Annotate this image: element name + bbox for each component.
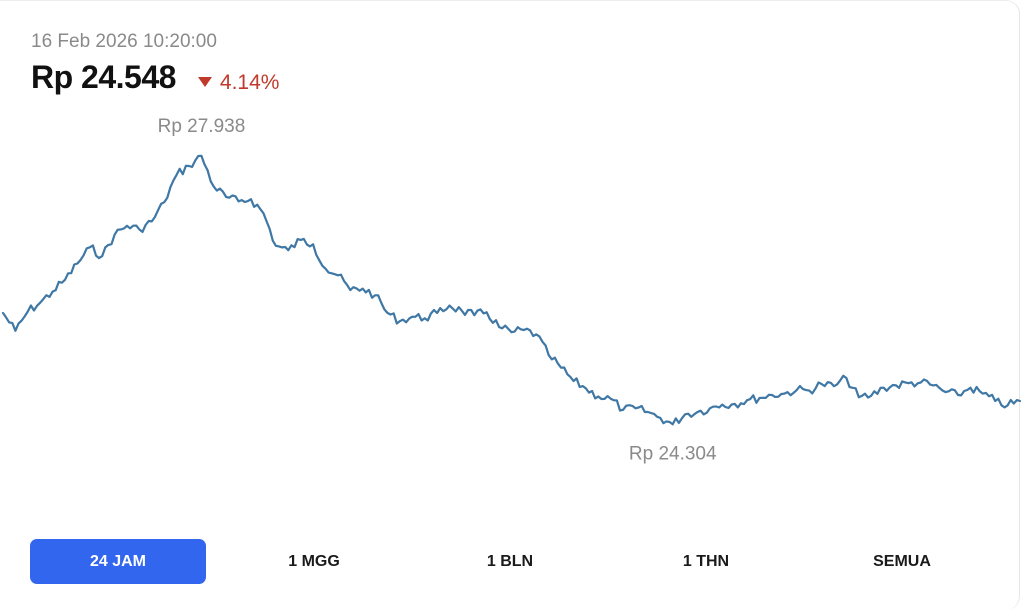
price-change: 4.14% [197, 71, 280, 95]
price-line-chart: Rp 27.938 Rp 24.304 [1, 116, 1022, 464]
price-series-line [1, 154, 1022, 426]
tab-1-mgg[interactable]: 1 MGG [226, 539, 402, 584]
time-range-tabs: 24 JAM 1 MGG 1 BLN 1 THN SEMUA [30, 539, 990, 585]
timestamp: 16 Feb 2026 10:20:00 [31, 31, 217, 52]
tab-24-jam[interactable]: 24 JAM [30, 539, 206, 584]
triangle-down-icon [197, 77, 212, 87]
price-change-value: 4.14% [219, 71, 280, 94]
min-price-label: Rp 24.304 [629, 443, 717, 464]
max-price-label: Rp 27.938 [158, 116, 246, 137]
current-price: Rp 24.548 [31, 59, 176, 95]
price-row: Rp 24.548 4.14% [31, 59, 279, 96]
tab-semua[interactable]: SEMUA [814, 539, 990, 584]
tab-1-bln[interactable]: 1 BLN [422, 539, 598, 584]
tab-1-thn[interactable]: 1 THN [618, 539, 794, 584]
